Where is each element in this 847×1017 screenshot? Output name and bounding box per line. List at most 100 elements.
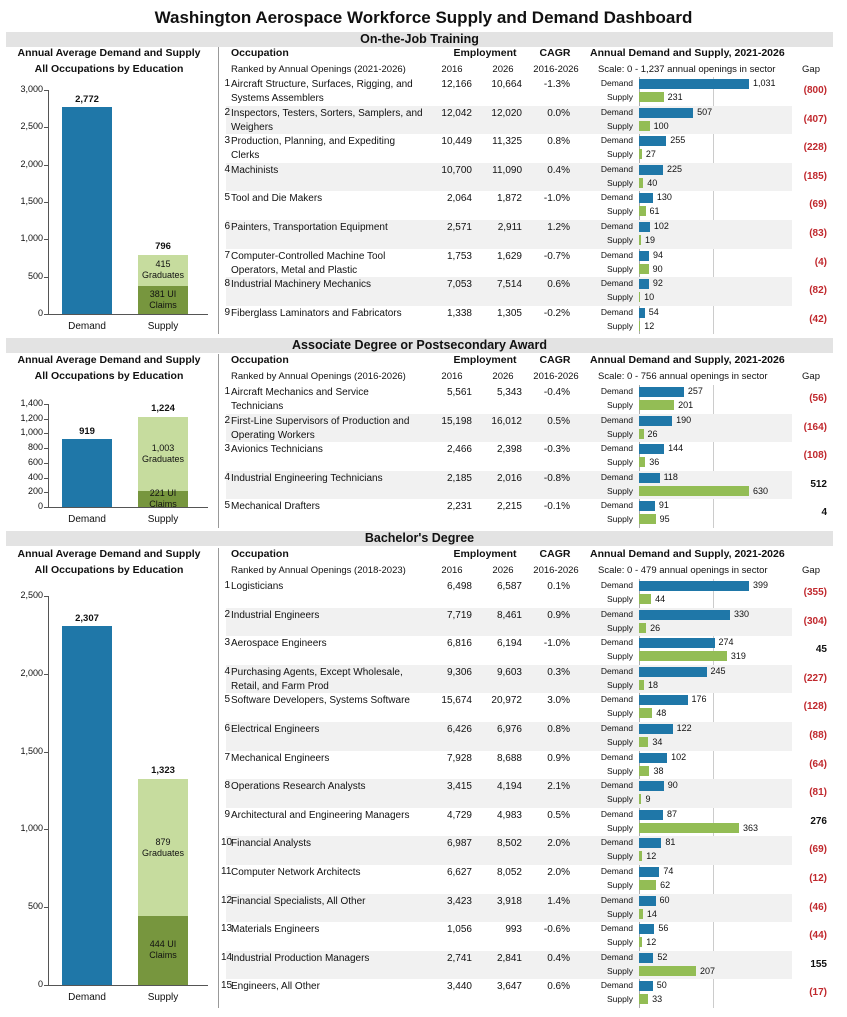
demand-value: 330 (733, 608, 749, 619)
employment-2016: 12,166 (441, 79, 472, 90)
employment-2026: 8,052 (496, 867, 522, 878)
supply-bar (639, 622, 647, 633)
demand-label: Demand (600, 306, 633, 317)
demand-value: 87 (666, 808, 677, 819)
demand-value: 91 (658, 500, 669, 511)
occupation-rank: 3 (224, 637, 230, 649)
employment-2026: 1,305 (496, 307, 522, 319)
cagr-value: 0.6% (547, 981, 570, 993)
occupation-name: Software Developers, Systems Software (231, 695, 410, 707)
supply-bar (639, 149, 642, 160)
occupation-rank: 6 (224, 221, 230, 232)
demand-value: 274 (718, 637, 734, 648)
demand-value: 122 (676, 723, 692, 733)
demand-label: Demand (600, 192, 633, 203)
demand-label: Demand (600, 386, 633, 396)
ui-claims-bar-segment (138, 915, 188, 985)
supply-value: 44 (655, 594, 666, 604)
supply-value: 207 (700, 965, 716, 976)
employment-2016: 2,231 (446, 501, 472, 513)
gap-value: 45 (815, 644, 827, 656)
supply-bar (639, 822, 740, 833)
demand-label: Demand (600, 414, 633, 425)
supply-value: 100 (653, 120, 669, 131)
demand-label: Demand (600, 723, 633, 733)
supply-value: 61 (649, 206, 660, 217)
supply-value: 40 (647, 177, 658, 188)
occupation-rank: 10 (221, 837, 233, 849)
y-tick-mark (44, 907, 48, 909)
gap-value: 4 (821, 507, 827, 519)
supply-value: 319 (730, 651, 746, 662)
supply-bar (639, 485, 749, 496)
employment-2026: 20,972 (491, 695, 522, 707)
ui-claims-bar-segment (138, 490, 188, 507)
ui-claims-label: Claims (149, 299, 177, 310)
occupation-name: Engineers, All Other (231, 981, 320, 993)
year-2016-header: 2016 (441, 565, 463, 576)
demand-bar (639, 981, 653, 992)
demand-label: Demand (600, 278, 633, 289)
demand-value: 92 (652, 278, 663, 289)
demand-value: 54 (648, 306, 659, 317)
employment-2026: 12,020 (491, 107, 522, 119)
occupation-rank: 2 (224, 414, 230, 426)
year-2016-header: 2016 (441, 371, 463, 382)
y-tick-mark (44, 477, 48, 479)
gap-value: (69) (809, 199, 827, 211)
cagr-value: 2.1% (547, 781, 570, 793)
left-panel-subtitle: All Occupations by Education (34, 564, 184, 576)
supply-bar (639, 320, 641, 331)
y-tick-mark (44, 418, 48, 420)
y-tick-label: 0 (37, 308, 43, 318)
demand-bar (639, 472, 660, 483)
occupation-name: Financial Analysts (231, 838, 312, 850)
ui-claims-value: 444 UI (149, 939, 177, 950)
supply-bar (639, 292, 641, 303)
employment-2026: 10,664 (491, 79, 522, 90)
y-tick-label: 1,000 (20, 233, 43, 244)
left-panel-subtitle: All Occupations by Education (34, 370, 184, 382)
occupation-rank: 8 (224, 780, 230, 792)
demand-bar (639, 164, 663, 175)
occupation-name: Industrial Engineering Technicians (231, 472, 383, 484)
gap-value: (800) (803, 85, 827, 96)
cagr-value: 0.9% (547, 609, 570, 621)
y-tick-label: 600 (27, 456, 43, 467)
supply-value: 201 (678, 400, 694, 410)
employment-2026: 2,215 (496, 501, 522, 513)
cagr-value: 0.8% (547, 136, 570, 148)
demand-label: Demand (600, 923, 633, 934)
supply-label: Supply (607, 206, 633, 217)
cagr-value: 0.4% (547, 952, 570, 964)
demand-label: Demand (600, 471, 633, 482)
occupation-rank: 2 (224, 608, 230, 620)
occupation-name: Production, Planning, and Expediting Cle… (231, 136, 396, 162)
gap-separator-line (713, 385, 714, 528)
gap-header: Gap (802, 371, 820, 382)
demand-total-label: 2,772 (75, 94, 99, 106)
occupation-rank: 12 (221, 894, 233, 906)
occupation-rank: 9 (224, 306, 230, 318)
demand-bar (639, 444, 665, 455)
left-panel-separator (218, 548, 219, 1008)
employment-2016: 10,700 (441, 164, 472, 176)
supply-value: 14 (646, 908, 657, 919)
supply-value: 630 (753, 485, 769, 496)
bar-axis-line (639, 385, 640, 528)
cagr-header: CAGR (539, 548, 571, 560)
supply-label: Supply (607, 994, 633, 1005)
supply-label: Supply (607, 737, 633, 747)
demand-label: Demand (600, 249, 633, 260)
demand-value: 1,031 (753, 78, 776, 88)
supply-bar (639, 514, 656, 525)
occupation-name: Electrical Engineers (231, 724, 320, 735)
demand-label: Demand (600, 980, 633, 991)
demand-label: Demand (600, 608, 633, 619)
employment-2026: 2,911 (497, 222, 522, 233)
cagr-period-header: 2016-2026 (533, 565, 579, 576)
gap-value: (88) (809, 730, 827, 741)
cagr-value: 1.4% (547, 895, 570, 907)
y-tick-label: 500 (27, 270, 43, 281)
occupation-rank: 1 (224, 580, 230, 591)
